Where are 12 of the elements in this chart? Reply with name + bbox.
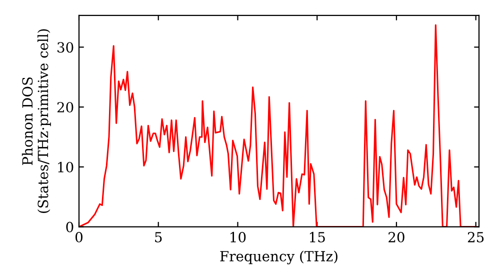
x-tick-label: 10 — [230, 232, 246, 242]
y-tick-label: 30 — [58, 42, 74, 53]
x-tick-label: 15 — [310, 232, 325, 242]
x-tick-label: 5 — [155, 232, 162, 242]
y-tick-label: 20 — [57, 102, 74, 112]
y-axis-title: Phonon DOS (States/THz·primitive cell) — [22, 29, 51, 213]
x-tick-label: 0 — [75, 232, 82, 242]
x-tick-label: 25 — [468, 232, 484, 242]
x-axis-title: Frequency (THz) — [220, 250, 338, 264]
y-tick-label: 0 — [66, 222, 74, 232]
x-tick-label: 20 — [388, 232, 404, 242]
y-tick-label: 10 — [58, 162, 74, 172]
